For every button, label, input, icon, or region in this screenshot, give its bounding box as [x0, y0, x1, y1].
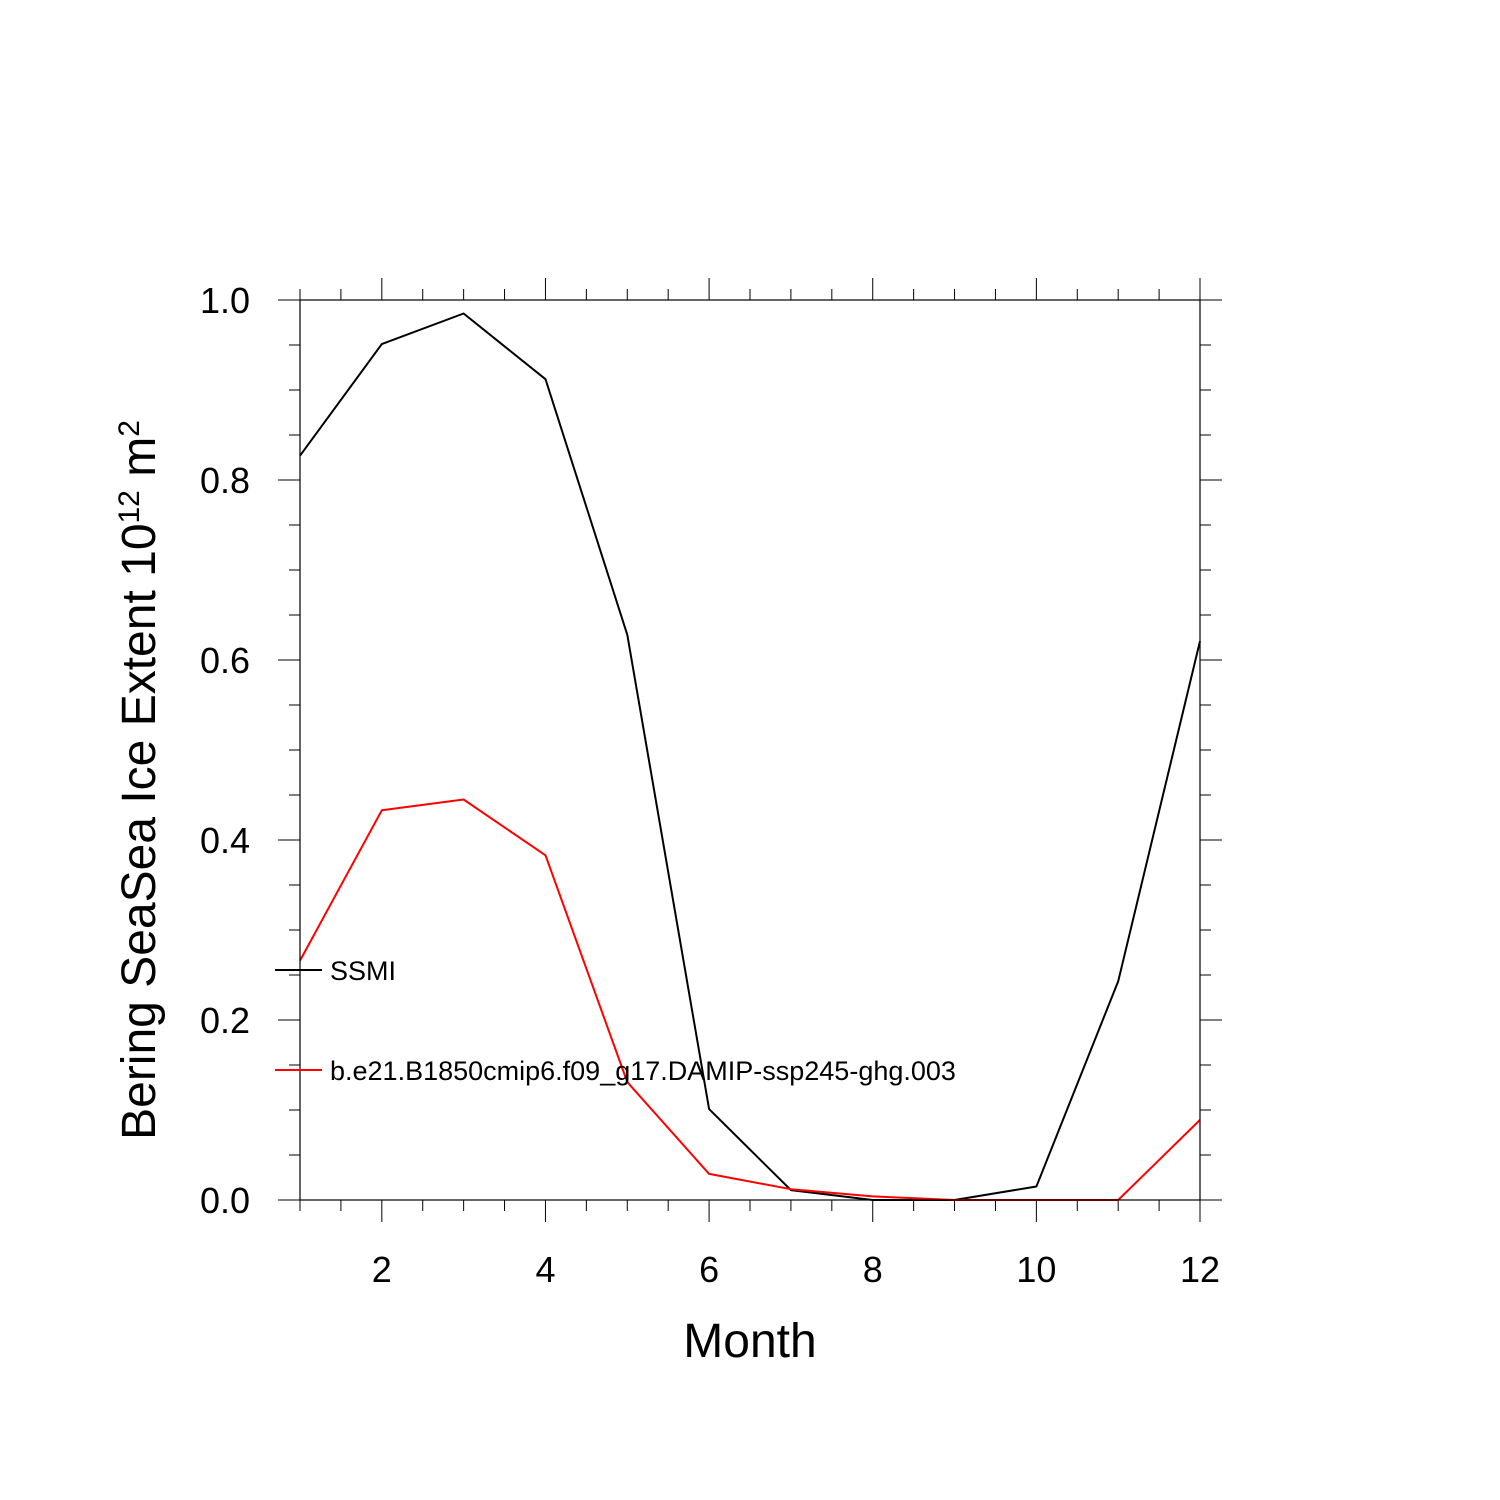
plot-frame — [299, 299, 1201, 1201]
legend-label-1: SSMI — [330, 956, 396, 986]
y-tick-label: 0.2 — [200, 1000, 250, 1041]
x-tick-label: 6 — [699, 1249, 719, 1290]
x-axis-title: Month — [683, 1315, 816, 1368]
y-tick-label: 1.0 — [200, 280, 250, 321]
y-axis-title-exponent: 12 — [113, 490, 146, 523]
legend-label-2: b.e21.B1850cmip6.f09_g17.DAMIP-ssp245-gh… — [330, 1056, 956, 1086]
tick-labels: 2 4 6 8 10 12 0.0 0.2 0.4 0.6 0.8 1.0 — [200, 280, 1220, 1290]
y-axis-title-unit: m — [113, 437, 166, 490]
axis-ticks — [278, 278, 1222, 1222]
y-axis-title: Bering SeaSea Ice Extent 1012 m2 — [113, 420, 167, 1140]
x-tick-label: 4 — [535, 1249, 555, 1290]
legend: SSMI b.e21.B1850cmip6.f09_g17.DAMIP-ssp24… — [275, 956, 956, 1086]
y-axis-title-unit-exponent: 2 — [113, 420, 146, 437]
y-axis-title-main: Bering SeaSea Ice Extent 10 — [113, 523, 166, 1139]
y-tick-label: 0.0 — [200, 1180, 250, 1221]
x-tick-label: 12 — [1180, 1249, 1220, 1290]
y-tick-label: 0.4 — [200, 820, 250, 861]
x-tick-label: 8 — [863, 1249, 883, 1290]
series-line-2 — [299, 798, 1201, 1201]
x-tick-label: 2 — [372, 1249, 392, 1290]
x-tick-label: 10 — [1016, 1249, 1056, 1290]
y-tick-label: 0.8 — [200, 460, 250, 501]
y-tick-label: 0.6 — [200, 640, 250, 681]
series-line-1 — [299, 312, 1201, 1201]
